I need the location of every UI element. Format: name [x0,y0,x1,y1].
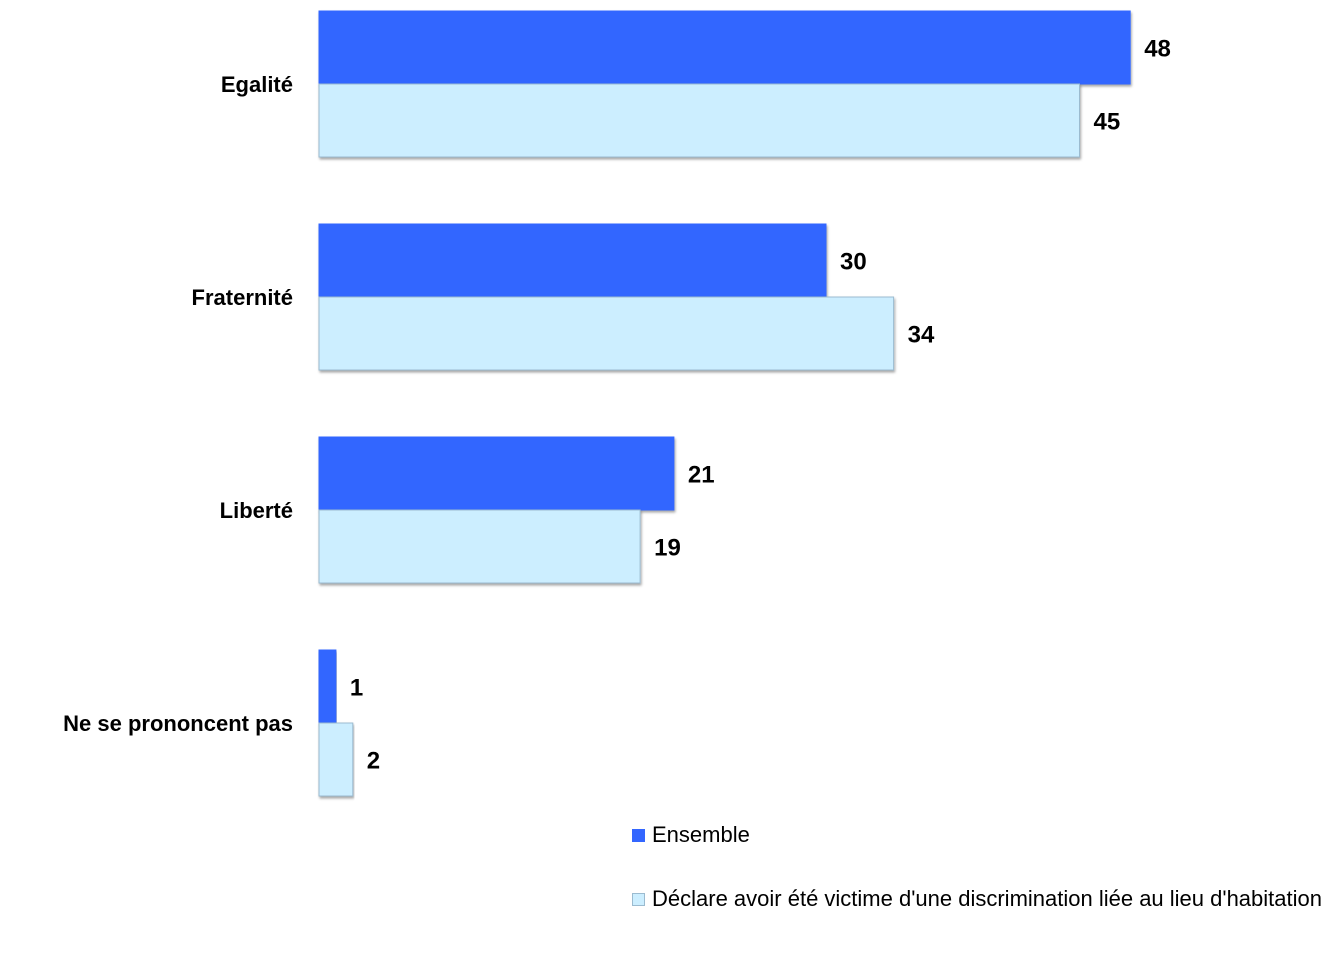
bar-fraternite-series-2 [318,296,895,371]
bar-liberte-series-1 [318,436,675,511]
category-label-ne-se-prononcent-pas: Ne se prononcent pas [63,711,293,736]
value-label-liberte-series-2: 19 [654,535,681,562]
bar-liberte-series-2 [318,509,641,584]
legend-swatch-ensemble [632,829,645,842]
value-label-ne-se-prononcent-pas-series-1: 1 [350,675,363,702]
value-label-fraternite-series-1: 30 [840,249,867,276]
category-label-egalite: Egalité [221,72,293,97]
bar-egalite-series-2 [318,83,1080,158]
value-label-egalite-series-1: 48 [1144,36,1171,63]
legend-label-ensemble: Ensemble [652,822,750,847]
bar-ne-se-prononcent-pas-series-1 [318,649,337,724]
value-label-liberte-series-1: 21 [688,462,715,489]
bar-fraternite-series-1 [318,223,827,298]
legend-swatch-discrimination [632,893,645,906]
category-label-fraternite: Fraternité [192,285,293,310]
legend-label-discrimination: Déclare avoir été victime d'une discrimi… [652,886,1322,911]
legend: Ensemble Déclare avoir été victime d'une… [632,820,1322,913]
legend-item-discrimination: Déclare avoir été victime d'une discrimi… [632,884,1322,913]
bar-ne-se-prononcent-pas-series-2 [318,722,354,797]
category-label-liberte: Liberté [220,498,293,523]
bars-layer [318,10,1131,797]
legend-item-ensemble: Ensemble [632,820,1322,849]
bar-egalite-series-1 [318,10,1131,85]
value-label-ne-se-prononcent-pas-series-2: 2 [367,748,380,775]
value-label-fraternite-series-2: 34 [908,322,935,349]
value-label-egalite-series-2: 45 [1094,109,1121,136]
